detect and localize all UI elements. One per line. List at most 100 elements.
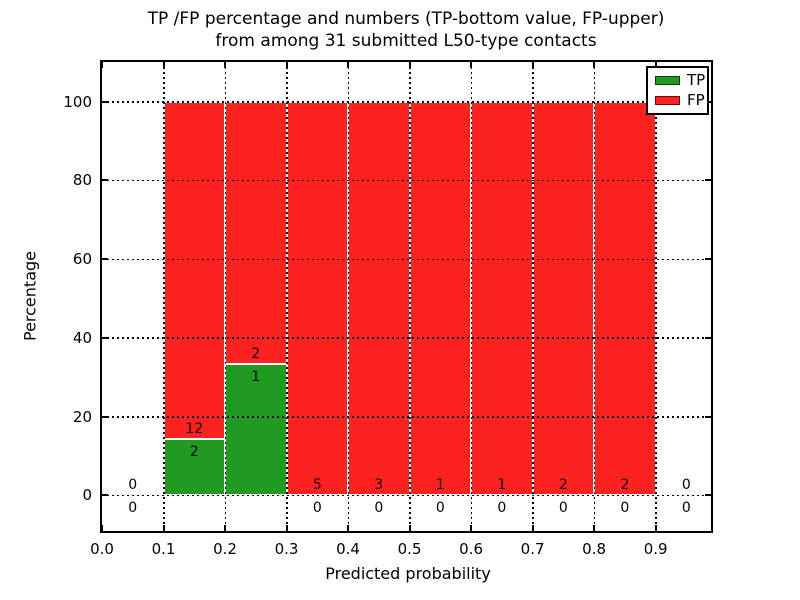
vertical-gridline (409, 62, 411, 531)
y-tick-mark (102, 100, 108, 103)
x-tick-mark-top (285, 62, 288, 68)
fp-count-annotation: 1 (497, 477, 507, 494)
chart-title-line1: TP /FP percentage and numbers (TP-bottom… (147, 9, 665, 29)
y-tick-mark (102, 494, 108, 497)
x-tick-mark-top (224, 62, 227, 68)
x-tick-mark-top (654, 62, 657, 68)
x-tick-mark (285, 525, 288, 531)
x-tick-label: 0.3 (274, 540, 299, 558)
vertical-gridline (532, 62, 534, 531)
tp-count-annotation: 0 (128, 500, 138, 517)
fp-legend-swatch (655, 96, 680, 106)
fp-count-annotation: 3 (374, 477, 384, 494)
fp-bar (409, 101, 472, 496)
x-tick-label: 0.1 (151, 540, 176, 558)
y-tick-label: 0 (82, 486, 92, 505)
fp-bar (594, 101, 656, 496)
horizontal-gridline (102, 179, 711, 182)
tp-count-annotation: 0 (435, 500, 445, 517)
x-tick-mark (101, 525, 103, 531)
fp-count-annotation: 1 (435, 477, 445, 494)
fp-bar (163, 101, 225, 439)
tp-count-annotation: 0 (681, 500, 691, 517)
x-tick-label: 0.9 (643, 540, 668, 558)
fp-count-annotation: 0 (128, 477, 138, 494)
x-tick-mark-top (531, 62, 534, 68)
x-tick-label: 0.5 (397, 540, 422, 558)
tp-count-annotation: 2 (189, 443, 199, 460)
vertical-gridline (593, 62, 596, 531)
y-tick-label: 20 (72, 407, 92, 426)
y-tick-mark-right (705, 258, 711, 261)
chart-title-line2: from among 31 submitted L50-type contact… (215, 31, 597, 51)
vertical-gridline (655, 62, 657, 531)
fp-count-annotation: 2 (620, 477, 630, 494)
tp-count-annotation: 0 (558, 500, 568, 517)
y-tick-label: 60 (72, 250, 92, 269)
tp-count-annotation: 0 (497, 500, 507, 517)
horizontal-gridline (102, 337, 711, 339)
fp-count-annotation: 5 (312, 477, 322, 494)
y-tick-mark-right (705, 415, 711, 418)
x-tick-mark (408, 525, 411, 531)
vertical-gridline (224, 62, 227, 531)
x-tick-mark (593, 525, 596, 531)
y-tick-mark (102, 336, 108, 339)
x-tick-mark (347, 525, 350, 531)
tp-count-annotation: 0 (312, 500, 322, 517)
vertical-gridline (347, 62, 350, 531)
x-tick-label: 0.8 (582, 540, 607, 558)
x-tick-mark-top (470, 62, 473, 68)
legend: TP FP (646, 66, 709, 115)
x-tick-mark-top (408, 62, 411, 68)
x-tick-mark-top (162, 62, 165, 68)
y-tick-label: 80 (72, 171, 92, 190)
x-tick-mark-top (347, 62, 350, 68)
x-axis-label: Predicted probability (325, 564, 491, 583)
y-tick-mark-right (705, 179, 711, 182)
x-tick-mark (531, 525, 534, 531)
tp-count-annotation: 0 (620, 500, 630, 517)
horizontal-gridline (102, 258, 711, 261)
x-tick-label: 0.4 (336, 540, 360, 558)
x-tick-mark (654, 525, 657, 531)
x-tick-mark-top (101, 62, 103, 68)
vertical-gridline (286, 62, 288, 531)
y-tick-mark-right (705, 494, 711, 497)
x-tick-label: 0.6 (459, 540, 484, 558)
y-tick-label: 100 (63, 92, 92, 111)
fp-count-annotation: 2 (558, 477, 568, 494)
fp-bar (225, 101, 287, 365)
x-tick-mark-top (593, 62, 596, 68)
fp-count-annotation: 2 (251, 346, 261, 363)
tp-count-annotation: 0 (374, 500, 384, 517)
vertical-gridline (470, 62, 473, 531)
tp-legend-label: TP (687, 70, 706, 89)
chart-title: TP /FP percentage and numbers (TP-bottom… (148, 8, 665, 52)
fp-legend-label: FP (687, 91, 705, 110)
tp-legend-swatch (655, 75, 680, 85)
y-tick-mark (102, 179, 108, 182)
vertical-gridline (163, 62, 165, 531)
horizontal-gridline (102, 416, 711, 418)
legend-item-fp: FP (648, 93, 707, 108)
fp-bar (471, 101, 533, 496)
tp-count-annotation: 1 (251, 369, 261, 386)
x-tick-label: 0.7 (520, 540, 545, 558)
horizontal-gridline (102, 494, 711, 497)
tp-bar (163, 438, 225, 496)
y-tick-mark (102, 415, 108, 418)
x-tick-mark (470, 525, 473, 531)
fp-count-annotation: 12 (185, 420, 204, 437)
x-tick-mark (224, 525, 227, 531)
plot-area: 0 0 12 2 2 1 5 0 3 0 1 0 1 0 2 0 2 0 0 0 (100, 60, 713, 533)
y-tick-mark-right (705, 336, 711, 339)
horizontal-gridline (102, 101, 711, 103)
fp-count-annotation: 0 (681, 477, 691, 494)
x-tick-label: 0.0 (90, 540, 114, 558)
fp-bar (286, 101, 349, 496)
fp-bar (532, 101, 595, 496)
y-tick-label: 40 (72, 328, 92, 347)
legend-item-tp: TP (648, 70, 707, 89)
